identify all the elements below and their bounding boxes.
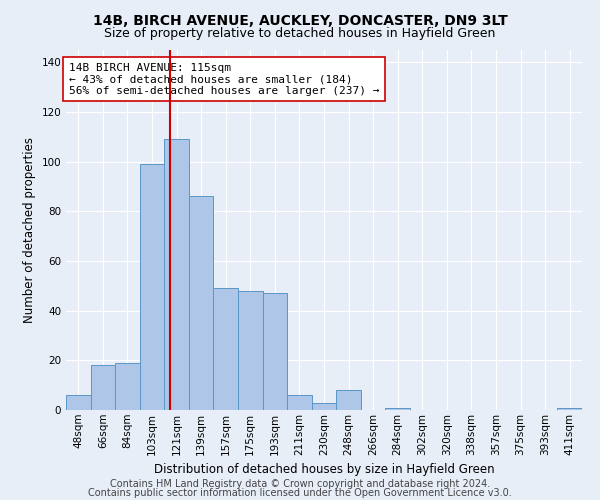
- Bar: [287, 395, 312, 410]
- Bar: [164, 140, 189, 410]
- Bar: [312, 402, 336, 410]
- Text: Contains HM Land Registry data © Crown copyright and database right 2024.: Contains HM Land Registry data © Crown c…: [110, 479, 490, 489]
- Bar: [66, 395, 91, 410]
- Y-axis label: Number of detached properties: Number of detached properties: [23, 137, 36, 323]
- Bar: [336, 390, 361, 410]
- Bar: [385, 408, 410, 410]
- X-axis label: Distribution of detached houses by size in Hayfield Green: Distribution of detached houses by size …: [154, 463, 494, 476]
- Bar: [91, 366, 115, 410]
- Bar: [263, 294, 287, 410]
- Bar: [140, 164, 164, 410]
- Text: Contains public sector information licensed under the Open Government Licence v3: Contains public sector information licen…: [88, 488, 512, 498]
- Text: 14B, BIRCH AVENUE, AUCKLEY, DONCASTER, DN9 3LT: 14B, BIRCH AVENUE, AUCKLEY, DONCASTER, D…: [92, 14, 508, 28]
- Text: Size of property relative to detached houses in Hayfield Green: Size of property relative to detached ho…: [104, 28, 496, 40]
- Bar: [214, 288, 238, 410]
- Bar: [557, 408, 582, 410]
- Text: 14B BIRCH AVENUE: 115sqm
← 43% of detached houses are smaller (184)
56% of semi-: 14B BIRCH AVENUE: 115sqm ← 43% of detach…: [68, 62, 379, 96]
- Bar: [238, 291, 263, 410]
- Bar: [189, 196, 214, 410]
- Bar: [115, 363, 140, 410]
